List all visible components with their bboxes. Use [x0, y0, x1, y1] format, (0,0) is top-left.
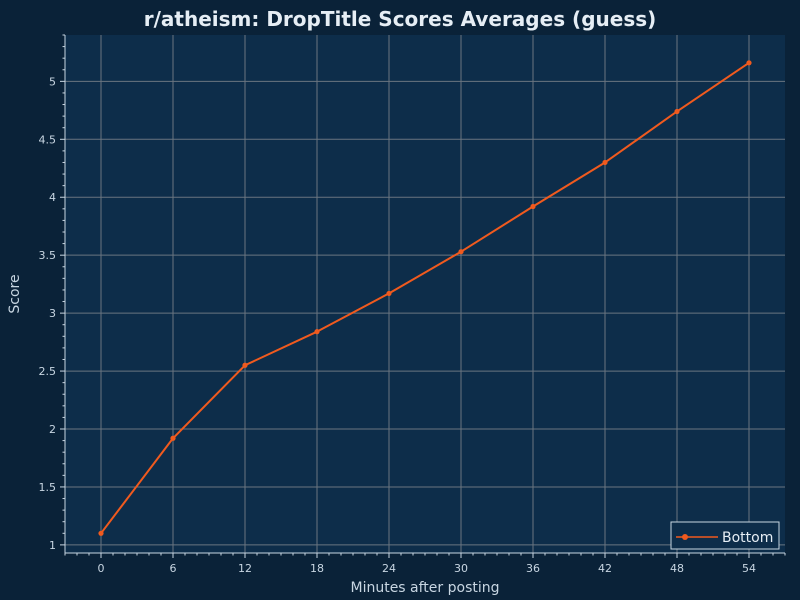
data-point — [530, 203, 536, 210]
x-tick-label: 12 — [238, 562, 252, 575]
x-tick-label: 24 — [382, 562, 396, 575]
y-tick-label: 3 — [49, 307, 56, 320]
series-line — [100, 61, 750, 534]
data-point — [458, 249, 464, 255]
x-tick-label: 6 — [170, 562, 177, 575]
data-point — [170, 435, 176, 441]
data-point — [746, 60, 752, 66]
x-axis-label: Minutes after posting — [350, 580, 499, 596]
legend: Bottom — [670, 521, 780, 550]
x-tick-label: 48 — [670, 562, 684, 575]
data-point — [674, 108, 680, 115]
data-point — [242, 362, 248, 368]
y-tick-label: 1 — [49, 539, 56, 552]
data-point — [386, 290, 392, 297]
legend-marker — [682, 534, 688, 540]
y-tick-label: 4 — [49, 191, 56, 204]
x-tick-label: 0 — [98, 562, 105, 575]
y-tick-label: 5 — [49, 75, 56, 88]
y-tick-label: 2.5 — [39, 365, 57, 378]
y-axis-label: Score — [7, 274, 23, 313]
y-tick-label: 4.5 — [39, 133, 57, 146]
x-tick-label: 36 — [526, 562, 540, 575]
data-point — [98, 530, 104, 536]
legend-box — [670, 521, 780, 550]
data-point — [314, 329, 320, 335]
y-tick-label: 3.5 — [39, 249, 57, 262]
x-tick-label: 54 — [742, 562, 756, 575]
plot-area — [65, 35, 785, 553]
y-tick-label: 1.5 — [39, 481, 57, 494]
data-point — [602, 159, 608, 166]
grid — [65, 35, 785, 553]
y-tick-label: 2 — [49, 423, 56, 436]
legend-label: Bottom — [722, 530, 773, 546]
x-tick-label: 18 — [310, 562, 324, 575]
x-tick-label: 30 — [454, 562, 468, 575]
chart-title: r/atheism: DropTitle Scores Averages (gu… — [144, 7, 657, 31]
series-layer — [98, 60, 752, 536]
axes: 0 6 12 18 24 30 36 42 48 54 1 1.5 2 2.5 3 3.5 4 4.5 5 — [39, 34, 786, 575]
x-tick-label: 42 — [598, 562, 612, 575]
